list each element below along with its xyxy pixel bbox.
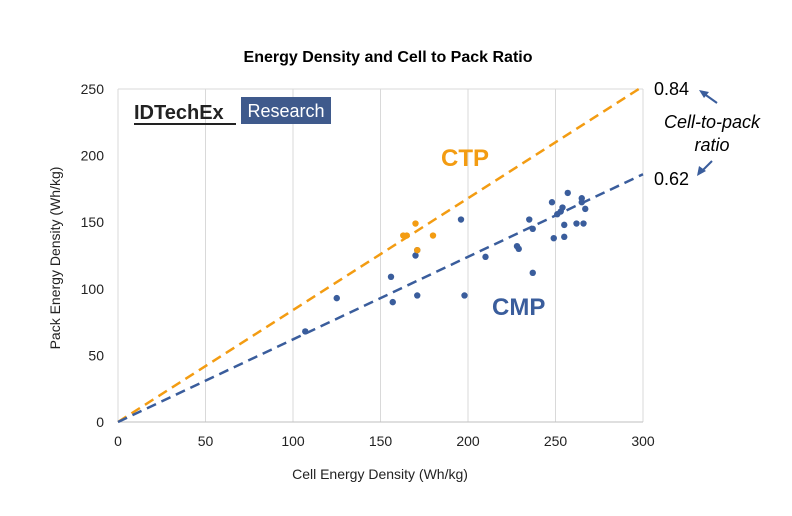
cmp-data-point [529,269,536,277]
x-tick-label: 50 [198,433,214,449]
x-tick-label: 0 [114,433,122,449]
cmp-data-point [550,234,557,242]
y-tick-label: 100 [81,281,105,297]
cmp-data-point [564,189,571,197]
data-points [302,189,589,335]
logo-sub-text: Research [247,101,324,121]
cmp-data-point [515,245,522,253]
x-tick-label: 200 [456,433,480,449]
x-tick-label: 250 [544,433,568,449]
x-axis-label: Cell Energy Density (Wh/kg) [292,466,468,482]
x-tick-label: 100 [281,433,305,449]
annotation-line1: Cell-to-pack [664,112,761,132]
ctp-data-point [412,220,419,227]
x-tick-label: 150 [369,433,393,449]
x-tick-labels: 0 50 100 150 200 250 300 [114,433,655,449]
y-tick-label: 250 [81,81,105,97]
cmp-data-point [414,292,421,299]
idtechex-logo: IDTechEx Research [134,97,331,125]
cmp-data-point [573,220,580,227]
cmp-data-point [482,253,489,261]
cmp-data-point [580,220,587,227]
cmp-data-point [559,204,566,211]
cmp-data-point [582,205,589,213]
cmp-ratio-label: 0.62 [654,169,689,189]
y-tick-label: 0 [96,414,104,430]
logo-research-box [241,97,331,124]
cmp-data-point [578,195,585,202]
cmp-data-point [333,294,340,302]
annotation-arrow-down [697,160,713,176]
annotation-arrow-up [699,90,718,104]
cmp-data-point [529,225,536,233]
cmp-data-point [561,221,568,229]
cmp-data-point [389,298,396,306]
cmp-data-point [412,252,419,259]
cmp-data-point [457,216,465,223]
cmp-data-point [526,216,533,223]
x-tick-label: 300 [631,433,655,449]
cmp-data-point [461,292,468,299]
cmp-data-point [548,199,556,206]
cmp-series-label: CMP [492,294,545,321]
cmp-data-point [561,233,568,241]
y-axis-label: Pack Energy Density (Wh/kg) [47,167,63,350]
annotation-line2: ratio [694,135,729,155]
y-tick-label: 150 [81,214,105,230]
y-tick-label: 50 [88,347,104,363]
ctp-data-point [403,232,410,239]
ctp-ratio-label: 0.84 [654,79,689,99]
ctp-data-point [414,246,421,254]
cmp-data-point [302,328,309,335]
y-tick-labels: 0 50 100 150 200 250 [81,81,105,430]
ctp-series-label: CTP [441,145,489,172]
chart-title: Energy Density and Cell to Pack Ratio [244,49,533,66]
cmp-data-point [387,273,395,281]
ctp-trend-line [117,87,640,424]
ctp-data-point [429,232,437,239]
logo-main-text: IDTechEx [134,102,224,124]
y-tick-label: 200 [81,148,105,164]
